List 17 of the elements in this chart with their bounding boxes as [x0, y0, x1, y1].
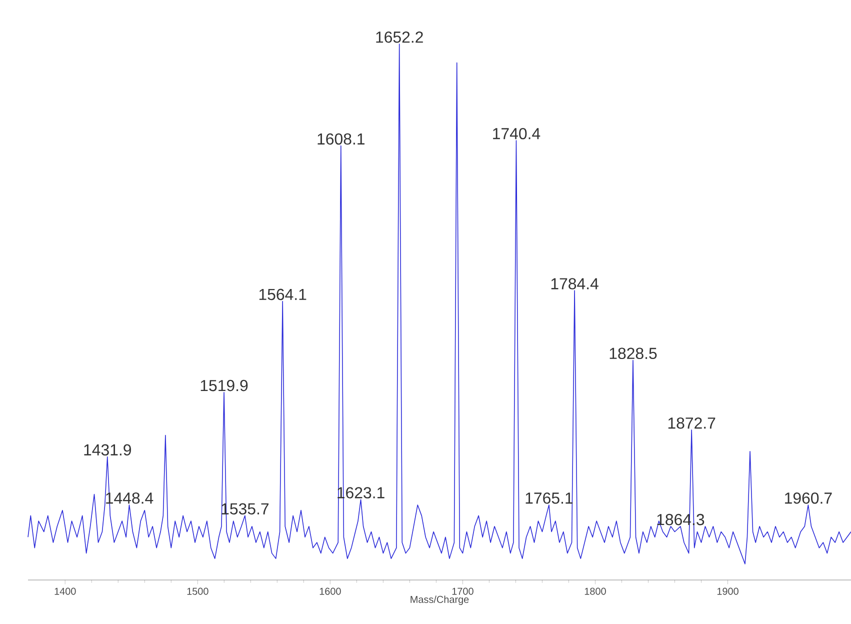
x-tick-label: 1900 — [717, 588, 738, 595]
x-tick-label: 1500 — [187, 588, 208, 595]
annotation: 1960.7 — [785, 492, 832, 504]
annotation: 1828.5 — [610, 348, 657, 360]
annotation: 1652.2 — [376, 32, 423, 43]
annotation: 1519.9 — [200, 380, 248, 392]
annotation: 1431.9 — [84, 444, 131, 456]
x-tick-label: 1400 — [54, 588, 76, 595]
annotation: 1740.4 — [493, 128, 540, 140]
x-tick-label: 1700 — [452, 588, 474, 595]
x-axis-title: Mass/Charge — [410, 596, 469, 605]
annotation: 1872.7 — [668, 417, 716, 429]
x-tick-label: 1600 — [320, 588, 341, 595]
annotation: 1784.4 — [551, 278, 598, 290]
annotation: 1564.1 — [259, 288, 306, 300]
annotation: 1608.1 — [318, 133, 364, 145]
x-tick-label: 1800 — [584, 588, 606, 595]
